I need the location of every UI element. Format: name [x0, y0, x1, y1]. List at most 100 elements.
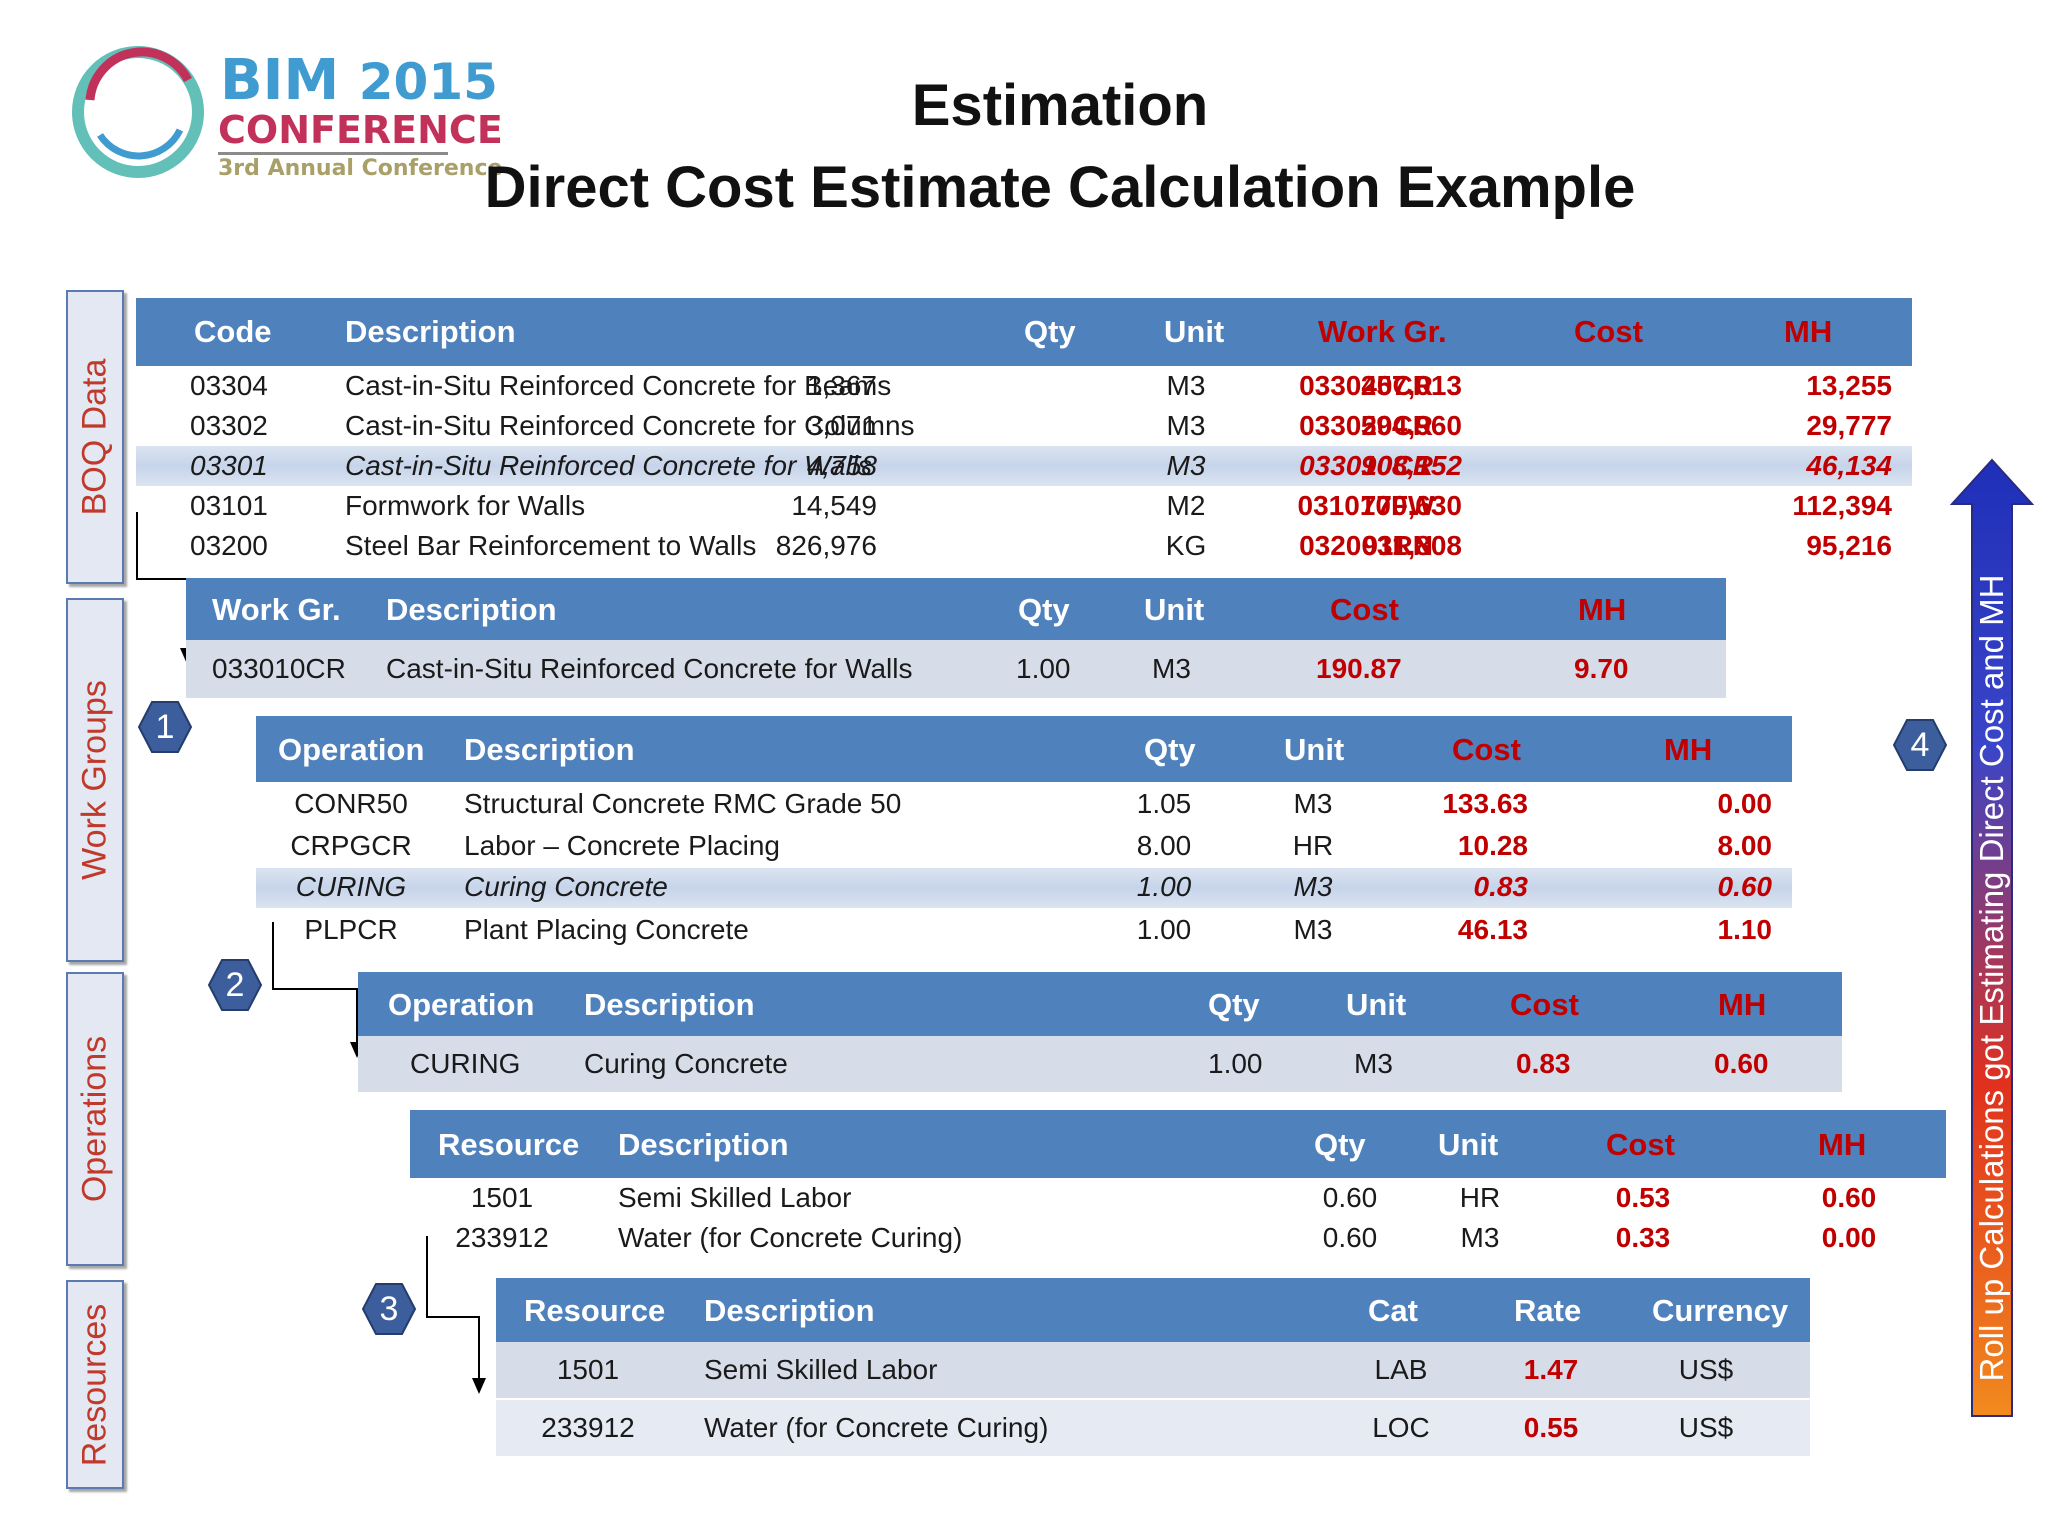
table-row[interactable]: CURING Curing Concrete 1.00 M3 0.83 0.60 — [358, 1036, 1842, 1092]
col-header: Cat — [1368, 1293, 1418, 1328]
cell-rate: 1.47 — [1523, 1354, 1579, 1385]
cell-description: Curing Concrete — [464, 871, 668, 902]
side-tab-work-groups: Work Groups — [66, 598, 124, 962]
table-row[interactable]: 1501 Semi Skilled Labor 0.60 HR 0.53 0.6… — [410, 1178, 1946, 1218]
cell-cost: 770,630 — [1360, 490, 1462, 521]
cell-cost: 908,152 — [1360, 450, 1462, 481]
table-row[interactable]: 233912 Water (for Concrete Curing) LOC 0… — [496, 1400, 1810, 1456]
rollup-label: Roll up Calculations got Estimating Dire… — [1973, 574, 2010, 1382]
cell-cost: 10.28 — [1457, 830, 1528, 861]
operations-table-header: Operation Description Qty Unit Cost MH — [256, 716, 1792, 782]
cell-unit: M3 — [1293, 788, 1333, 819]
table-row[interactable]: 03304 Cast-in-Situ Reinforced Concrete f… — [136, 366, 1912, 406]
cell-code: 03101 — [190, 490, 268, 521]
cell-rate: 0.55 — [1523, 1412, 1579, 1443]
cell-mh: 0.60 — [1821, 1182, 1877, 1213]
col-header: Qty — [1024, 314, 1076, 349]
resource-rates-table: Resource Description Cat Rate Currency 1… — [496, 1278, 1810, 1456]
table-row[interactable]: 033010CR Cast-in-Situ Reinforced Concret… — [186, 640, 1726, 698]
table-row[interactable]: CONR50 Structural Concrete RMC Grade 50 … — [256, 784, 1792, 826]
cell-description: Structural Concrete RMC Grade 50 — [464, 788, 902, 819]
resource-rates-header: Resource Description Cat Rate Currency — [496, 1278, 1810, 1342]
logo-conference: CONFERENCE — [218, 108, 503, 152]
cell-operation: CRPGCR — [290, 830, 412, 861]
cell-unit: M3 — [1166, 410, 1206, 441]
rollup-arrow: Roll up Calculations got Estimating Dire… — [1950, 458, 2034, 1418]
cell-qty: 1.00 — [1208, 1048, 1263, 1079]
cell-cost: 0.83 — [1516, 1048, 1571, 1079]
table-row[interactable]: 03101 Formwork for Walls 14,549 M2 03101… — [136, 486, 1912, 526]
cell-mh: 112,394 — [1792, 490, 1892, 521]
cell-mh: 29,777 — [1806, 410, 1892, 441]
col-header: MH — [1718, 987, 1767, 1022]
cell-mh: 0.00 — [1821, 1222, 1877, 1253]
cell-resource: 233912 — [541, 1412, 635, 1443]
table-row[interactable]: CRPGCR Labor – Concrete Placing 8.00 HR … — [256, 826, 1792, 868]
resources-table-header: Resource Description Qty Unit Cost MH — [410, 1110, 1946, 1178]
cell-code: 03304 — [190, 370, 268, 401]
boq-table: Code Description Qty Unit Work Gr. Cost … — [136, 298, 1912, 561]
conference-logo: BIM 2015 CONFERENCE 3rd Annual Conferenc… — [70, 30, 503, 200]
table-row-highlighted[interactable]: CURING Curing Concrete 1.00 M3 0.83 0.60 — [256, 868, 1792, 908]
col-header: Rate — [1514, 1293, 1582, 1328]
cell-cost: 46.13 — [1457, 914, 1528, 945]
col-header: MH — [1578, 592, 1627, 627]
cell-mh: 0.00 — [1717, 788, 1773, 819]
cell-work-group: 033020CR — [1299, 410, 1433, 441]
cell-work-group: 032003RN — [1299, 530, 1433, 561]
cell-resource: 233912 — [455, 1222, 549, 1253]
cell-unit: M3 — [1293, 914, 1333, 945]
logo-bim: BIM — [220, 48, 340, 113]
cell-qty: 3,071 — [806, 410, 877, 441]
cell-unit: HR — [1459, 1182, 1501, 1213]
cell-mh: 13,255 — [1806, 370, 1892, 401]
cell-mh: 9.70 — [1574, 653, 1629, 684]
cell-description: Plant Placing Concrete — [464, 914, 749, 945]
cell-unit: HR — [1292, 830, 1334, 861]
table-row[interactable]: PLPCR Plant Placing Concrete 1.00 M3 46.… — [256, 910, 1792, 952]
cell-qty: 4,758 — [806, 450, 877, 481]
workgroup-table: Work Gr. Description Qty Unit Cost MH 03… — [186, 578, 1726, 698]
cell-description: Cast-in-Situ Reinforced Concrete for Bea… — [345, 370, 892, 401]
cell-description: Semi Skilled Labor — [704, 1354, 938, 1385]
cell-qty: 1.00 — [1016, 653, 1071, 684]
cell-work-group: 031010FW — [1297, 490, 1435, 521]
step-badge-2: 2 — [207, 958, 263, 1012]
col-header: Cost — [1574, 314, 1643, 349]
cell-description: Curing Concrete — [584, 1048, 788, 1079]
cell-description: Steel Bar Reinforcement to Walls — [345, 530, 757, 561]
table-row[interactable]: 233912 Water (for Concrete Curing) 0.60 … — [410, 1218, 1946, 1258]
col-header: Cost — [1452, 732, 1521, 767]
cell-resource: 1501 — [470, 1182, 534, 1213]
col-header: Description — [584, 987, 755, 1022]
step-badge-1: 1 — [137, 700, 193, 754]
operations-table: Operation Description Qty Unit Cost MH C… — [256, 716, 1792, 952]
col-header: Code — [194, 314, 272, 349]
table-row-highlighted[interactable]: 03301 Cast-in-Situ Reinforced Concrete f… — [136, 446, 1912, 486]
col-header: Unit — [1144, 592, 1205, 627]
cell-work-group: 033040CR — [1299, 370, 1433, 401]
cell-unit: M3 — [1166, 370, 1206, 401]
cell-code: 03200 — [190, 530, 268, 561]
col-header: Work Gr. — [1318, 314, 1447, 349]
cell-operation: CURING — [295, 871, 407, 902]
cell-work-group: 033010CR — [212, 653, 346, 684]
col-header: Description — [386, 592, 557, 627]
cell-operation: PLPCR — [304, 914, 398, 945]
page-subtitle: Direct Cost Estimate Calculation Example — [484, 155, 1636, 220]
col-header: Qty — [1208, 987, 1260, 1022]
cell-description: Water (for Concrete Curing) — [704, 1412, 1049, 1443]
logo-subtitle: 3rd Annual Conference — [218, 156, 503, 181]
cell-unit: M3 — [1152, 653, 1191, 684]
table-row[interactable]: 1501 Semi Skilled Labor LAB 1.47 US$ — [496, 1342, 1810, 1398]
col-header: Work Gr. — [212, 592, 341, 627]
workgroup-table-header: Work Gr. Description Qty Unit Cost MH — [186, 578, 1726, 640]
cell-mh: 46,134 — [1806, 450, 1892, 481]
cell-mh: 0.60 — [1714, 1048, 1769, 1079]
page-title: Estimation — [911, 73, 1209, 138]
table-row[interactable]: 03302 Cast-in-Situ Reinforced Concrete f… — [136, 406, 1912, 446]
resources-table: Resource Description Qty Unit Cost MH 15… — [410, 1110, 1946, 1260]
cell-unit: M3 — [1293, 871, 1333, 902]
table-row[interactable]: 03200 Steel Bar Reinforcement to Walls 8… — [136, 526, 1912, 566]
cell-cost: 190.87 — [1316, 653, 1402, 684]
